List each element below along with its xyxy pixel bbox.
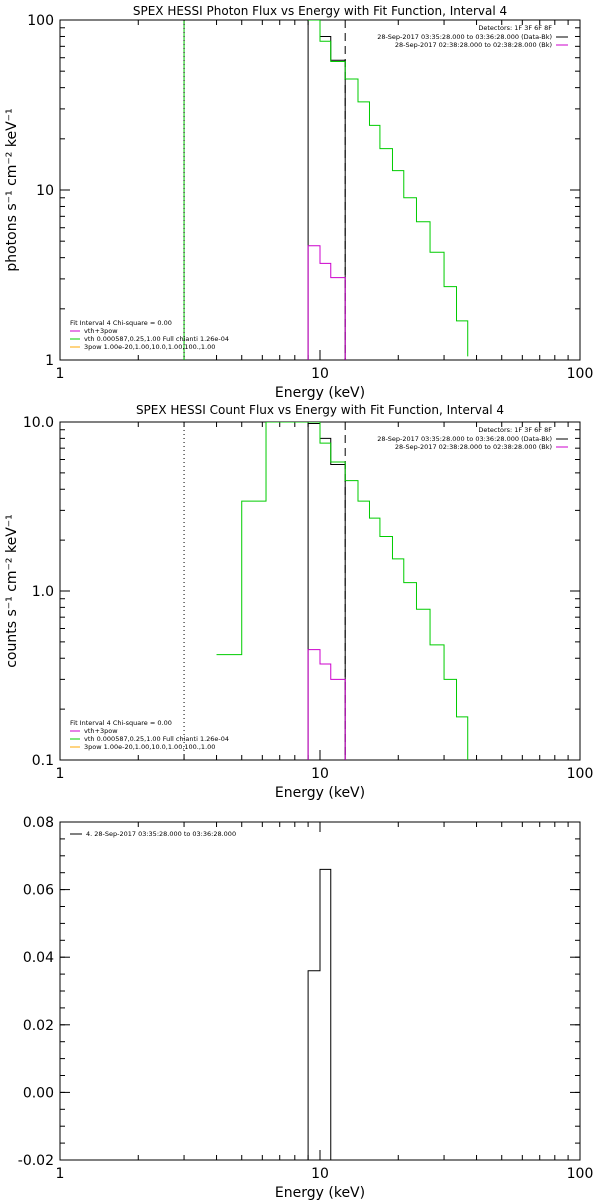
x-axis-label: Energy (keV) xyxy=(275,1185,365,1200)
x-tick-label: 1 xyxy=(56,366,65,382)
x-axis: 1 10 100 Energy (keV) xyxy=(56,822,594,1200)
histogram-line xyxy=(307,868,332,1160)
series-3 xyxy=(308,20,469,357)
y-axis-label: photons s⁻¹ cm⁻² keV⁻¹ xyxy=(4,108,20,271)
y-tick-label: 0.08 xyxy=(23,815,54,831)
legend-entry: 28-Sep-2017 02:38:28.000 to 02:38:28.000… xyxy=(395,443,552,451)
legend-header: Fit Interval 4 Chi-square = 0.00 xyxy=(70,319,172,327)
y-tick-label: 0.02 xyxy=(23,1018,54,1034)
y-axis: -0.02 0.00 0.02 0.04 0.06 0.08 xyxy=(18,815,580,1169)
legend-header: Detectors: 1F 3F 6F 8F xyxy=(478,24,552,32)
y-tick-label: 0.1 xyxy=(32,753,54,769)
x-axis: 1 10 100 Energy (keV) xyxy=(56,20,594,401)
y-tick-label: 0.04 xyxy=(23,950,54,966)
chart-panel-3: 1 10 100 Energy (keV) -0.02 0.00 0.02 0.04 0.06 0… xyxy=(18,815,594,1200)
x-tick-label: 10 xyxy=(311,1166,329,1182)
histogram-line xyxy=(307,649,346,760)
series-1 xyxy=(307,422,346,760)
y-axis-label: counts s⁻¹ cm⁻² keV⁻¹ xyxy=(4,514,20,668)
y-tick-label: 1 xyxy=(45,353,54,369)
legend-header: Detectors: 1F 3F 6F 8F xyxy=(478,426,552,434)
chart-panel-1: SPEX HESSI Photon Flux vs Energy with Fi… xyxy=(4,4,594,401)
x-tick-label: 100 xyxy=(567,766,594,782)
plot-frame xyxy=(59,19,581,361)
legend-entry: vth+3pow xyxy=(84,727,118,735)
y-tick-label: 1.0 xyxy=(32,584,54,600)
x-axis-label: Energy (keV) xyxy=(275,785,365,801)
x-tick-label: 100 xyxy=(567,366,594,382)
histogram-line xyxy=(308,20,469,357)
x-tick-label: 100 xyxy=(567,1166,594,1182)
legend-header: Fit Interval 4 Chi-square = 0.00 xyxy=(70,719,172,727)
histogram-line xyxy=(307,245,346,360)
series-1 xyxy=(307,20,346,360)
legend-left: Fit Interval 4 Chi-square = 0.00vth+3pow… xyxy=(70,719,229,751)
x-tick-label: 10 xyxy=(311,766,329,782)
plot-area xyxy=(307,868,332,1160)
y-tick-label: -0.02 xyxy=(18,1153,54,1169)
series-1 xyxy=(307,868,332,1160)
y-tick-label: 100 xyxy=(27,13,54,29)
legend-entry: 28-Sep-2017 03:35:28.000 to 03:36:28.000… xyxy=(377,435,552,443)
legend-left: 4. 28-Sep-2017 03:35:28.000 to 03:36:28.… xyxy=(70,830,236,838)
legend-entry: vth 0.000587,0.25,1.00 Full chianti 1.26… xyxy=(84,335,229,343)
plot-frame xyxy=(59,421,581,761)
chart-panel-2: SPEX HESSI Count Flux vs Energy with Fit… xyxy=(4,403,594,801)
legend-entry: 3pow 1.00e-20,1.00,10.0,1.00,100.,1.00 xyxy=(84,343,215,351)
y-tick-label: 0.00 xyxy=(23,1085,54,1101)
chart-title: SPEX HESSI Count Flux vs Energy with Fit… xyxy=(136,403,504,417)
plot-area xyxy=(183,20,469,360)
series-3 xyxy=(216,422,469,760)
x-tick-label: 1 xyxy=(56,766,65,782)
histogram-line xyxy=(307,422,346,760)
y-tick-label: 10 xyxy=(36,183,54,199)
legend-entry: 3pow 1.00e-20,1.00,10.0,1.00,100.,1.00 xyxy=(84,743,215,751)
legend-entry: 28-Sep-2017 03:35:28.000 to 03:36:28.000… xyxy=(377,33,552,41)
legend-entry: vth 0.000587,0.25,1.00 Full chianti 1.26… xyxy=(84,735,229,743)
x-tick-label: 10 xyxy=(311,366,329,382)
x-axis: 1 10 100 Energy (keV) xyxy=(56,422,594,801)
x-tick-label: 1 xyxy=(56,1166,65,1182)
series-2 xyxy=(307,649,346,760)
histogram-line xyxy=(307,20,346,360)
plot-area xyxy=(183,422,469,760)
y-axis: 0.1 1.0 10.0 counts s⁻¹ cm⁻² keV⁻¹ xyxy=(4,415,580,769)
legend-left: Fit Interval 4 Chi-square = 0.00vth+3pow… xyxy=(70,319,229,351)
y-tick-label: 10.0 xyxy=(23,415,54,431)
legend-entry: 28-Sep-2017 02:38:28.000 to 02:38:28.000… xyxy=(395,41,552,49)
x-axis-label: Energy (keV) xyxy=(275,385,365,401)
chart-title: SPEX HESSI Photon Flux vs Energy with Fi… xyxy=(133,4,507,18)
legend-entry: 4. 28-Sep-2017 03:35:28.000 to 03:36:28.… xyxy=(86,830,236,838)
histogram-line xyxy=(216,422,469,760)
y-tick-label: 0.06 xyxy=(23,883,54,899)
series-2 xyxy=(307,245,346,360)
legend-entry: vth+3pow xyxy=(84,327,118,335)
y-axis: 1 10 100 photons s⁻¹ cm⁻² keV⁻¹ xyxy=(4,13,580,369)
